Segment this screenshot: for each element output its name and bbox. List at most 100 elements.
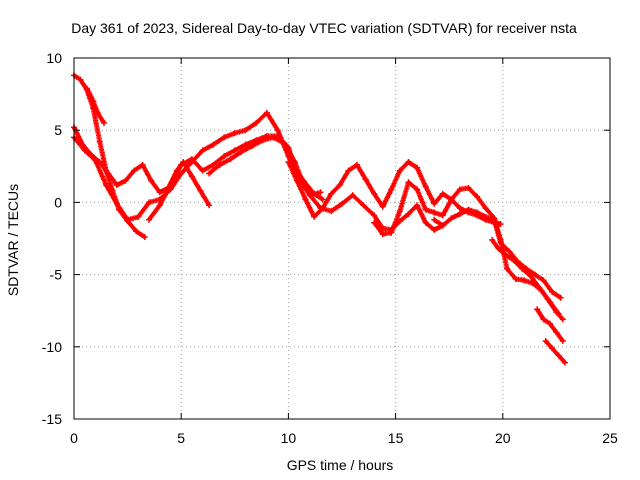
data-point [559,338,566,345]
x-axis-label: GPS time / hours [287,457,394,473]
data-point [431,216,438,223]
data-point [439,212,446,219]
data-point [396,208,403,215]
data-point [124,216,131,223]
data-point [431,200,438,207]
data-point [259,137,266,144]
plus-marker-band [543,338,568,366]
data-point [105,170,112,177]
data-point [199,147,206,154]
data-point [482,205,489,212]
y-tick-label: 5 [54,122,62,138]
data-point [210,161,217,168]
x-tick-label: 0 [70,430,78,446]
y-tick-label: -5 [50,267,63,283]
x-tick-label: 5 [177,430,185,446]
series-track-10 [489,236,566,323]
chart-title: Day 361 of 2023, Sidereal Day-to-day VTE… [71,20,577,36]
data-point [101,119,108,126]
data-point [263,109,270,116]
data-point [497,239,504,246]
x-tick-label: 10 [281,430,297,446]
series-track-7 [285,158,504,228]
data-point [521,277,528,284]
data-point [311,213,318,220]
data-point [456,210,463,217]
series-track-12 [542,338,568,366]
data-point [281,140,288,147]
data-point [328,208,335,215]
data-point [362,176,369,183]
data-point [206,202,213,209]
data-point [141,234,148,241]
data-point [531,271,538,278]
data-point [188,173,195,180]
data-point [448,215,455,222]
data-point [414,186,421,193]
data-point [274,127,281,134]
data-point [242,127,249,134]
data-point [135,213,142,220]
data-point [221,134,228,141]
data-point [549,345,556,352]
data-point [131,167,138,174]
series-track-4 [83,85,108,126]
data-point [178,170,185,177]
data-point [379,203,386,210]
y-tick-label: -15 [42,411,62,427]
data-point [156,202,163,209]
data-point [349,192,356,199]
x-tick-label: 25 [602,430,618,446]
data-point [113,200,120,207]
data-point [448,196,455,203]
data-point [527,273,534,280]
data-point [298,176,305,183]
data-point [206,170,213,177]
data-point [557,294,564,301]
series-track-8 [371,179,562,317]
x-tick-label: 15 [388,430,404,446]
data-point [319,196,326,203]
data-point [178,161,185,168]
data-point [371,190,378,197]
data-point [306,192,313,199]
data-point [474,209,481,216]
data-point [422,219,429,226]
data-point [90,98,97,105]
data-point [270,134,277,141]
data-point [474,193,481,200]
data-point [439,190,446,197]
data-point [405,158,412,165]
data-point [553,329,560,336]
data-point [133,228,140,235]
data-point [339,200,345,207]
data-point [546,320,553,327]
data-point [512,275,519,282]
data-point [439,222,446,229]
x-tick-label: 20 [495,430,511,446]
data-point [504,265,511,272]
data-point [405,179,412,186]
data-point [328,190,335,197]
data-point [199,167,206,174]
plot-frame [73,57,611,420]
data-point [354,161,361,168]
data-point [510,257,517,264]
data-point [549,288,556,295]
data-point [156,189,163,196]
data-point [519,265,526,272]
data-point [188,156,195,163]
data-point [506,248,513,255]
data-point [360,202,367,209]
data-point [167,182,174,189]
data-point [94,109,101,116]
data-point [92,157,99,164]
data-point [227,156,234,163]
data-point [456,186,463,193]
y-tick-label: 0 [54,194,62,210]
data-point [388,186,395,193]
y-axis-tick-labels: -15 -10 -5 0 5 10 [42,50,62,427]
series-track-11 [534,306,566,345]
data-point [231,147,238,154]
